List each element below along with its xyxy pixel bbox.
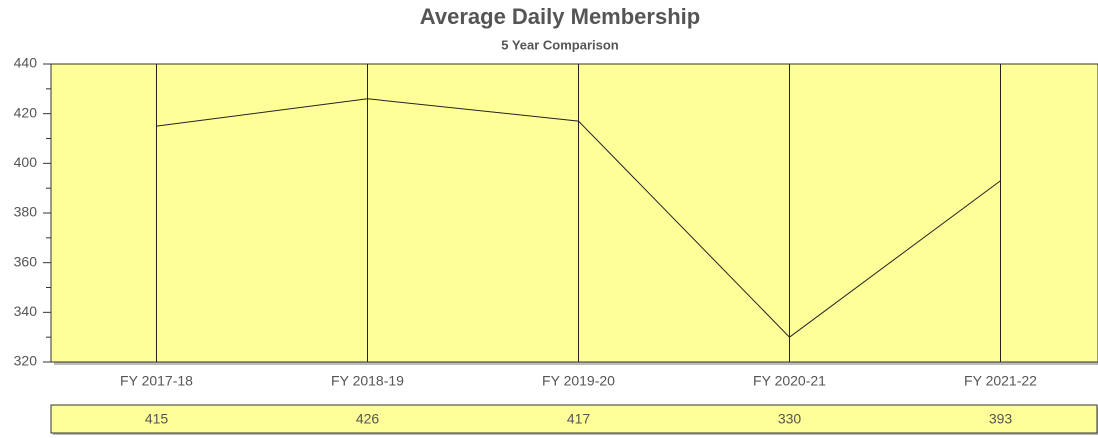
- x-tick-label: FY 2017-18: [120, 373, 193, 389]
- data-table-value: 393: [989, 411, 1013, 427]
- chart-title: Average Daily Membership: [420, 4, 700, 29]
- x-tick-label: FY 2019-20: [542, 373, 615, 389]
- y-tick-label: 420: [14, 104, 38, 120]
- data-table: [50, 404, 1098, 434]
- data-table-value: 330: [778, 411, 802, 427]
- y-tick-label: 380: [14, 204, 38, 220]
- data-table-value: 415: [145, 411, 169, 427]
- y-tick-label: 340: [14, 303, 38, 319]
- y-tick-label: 320: [14, 353, 38, 369]
- plot-area: [50, 63, 1098, 363]
- data-table-value: 417: [567, 411, 591, 427]
- y-tick-label: 440: [14, 55, 38, 71]
- y-tick-label: 400: [14, 154, 38, 170]
- y-tick-label: 360: [14, 253, 38, 269]
- line: [156, 98, 1001, 338]
- data-table-value: 426: [356, 411, 380, 427]
- x-tick-label: FY 2020-21: [753, 373, 826, 389]
- x-tick-label: FY 2018-19: [331, 373, 404, 389]
- x-tick-label: FY 2021-22: [964, 373, 1037, 389]
- chart-subtitle: 5 Year Comparison: [501, 37, 619, 52]
